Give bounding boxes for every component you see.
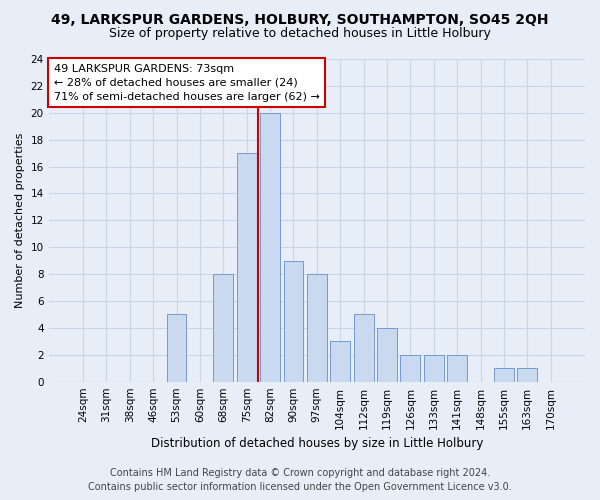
Bar [237,153,257,382]
Bar [307,274,327,382]
Bar [424,355,443,382]
Bar [517,368,537,382]
Bar [377,328,397,382]
Text: Contains HM Land Registry data © Crown copyright and database right 2024.
Contai: Contains HM Land Registry data © Crown c… [88,468,512,492]
Y-axis label: Number of detached properties: Number of detached properties [15,132,25,308]
Bar [214,274,233,382]
Bar [330,342,350,382]
Bar [167,314,187,382]
Bar [353,314,374,382]
Bar [447,355,467,382]
Bar [494,368,514,382]
Text: 49 LARKSPUR GARDENS: 73sqm
← 28% of detached houses are smaller (24)
71% of semi: 49 LARKSPUR GARDENS: 73sqm ← 28% of deta… [54,64,320,102]
Bar [284,260,304,382]
Bar [400,355,421,382]
Bar [260,113,280,382]
X-axis label: Distribution of detached houses by size in Little Holbury: Distribution of detached houses by size … [151,437,483,450]
Text: 49, LARKSPUR GARDENS, HOLBURY, SOUTHAMPTON, SO45 2QH: 49, LARKSPUR GARDENS, HOLBURY, SOUTHAMPT… [51,12,549,26]
Text: Size of property relative to detached houses in Little Holbury: Size of property relative to detached ho… [109,28,491,40]
